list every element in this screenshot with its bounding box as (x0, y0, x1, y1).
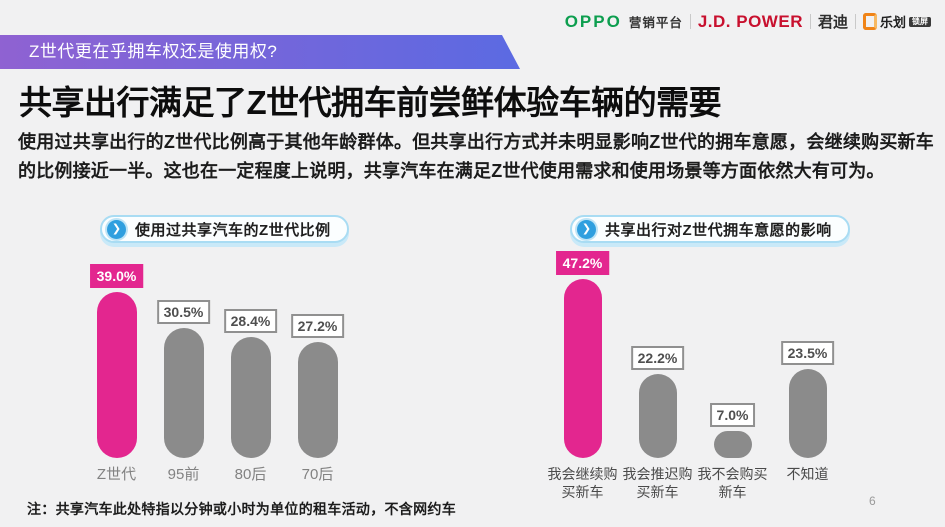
bar-category-label: 95前 (167, 466, 200, 483)
chart-header-shared-usage: ❯ 使用过共享汽车的Z世代比例 (100, 215, 349, 243)
bar-value-label: 23.5% (780, 341, 835, 365)
chart-purchase-intent: 47.2% 我会继续购 买新车 22.2% 我会推迟购 买新车 7.0% 我不会购买 新车… (545, 251, 845, 500)
section-banner: Z世代更在乎拥车权还是使用权? (0, 35, 520, 69)
bar-value-label: 47.2% (555, 251, 610, 275)
jdpower-logo: J.D. POWER (697, 11, 803, 31)
bar-column: 7.0% 我不会购买 新车 (695, 255, 770, 500)
bar (96, 292, 137, 458)
bar-value-label: 39.0% (89, 264, 144, 288)
bar-column: 39.0% Z世代 (83, 255, 150, 483)
bar (297, 342, 338, 458)
bar (713, 431, 752, 458)
oppo-logo: OPPO (564, 11, 622, 31)
bar-column: 23.5% 不知道 (770, 255, 845, 482)
lehua-bracket-icon (862, 13, 877, 30)
bar-value-label: 30.5% (156, 300, 211, 324)
jundi-logo: 君迪 (817, 14, 848, 31)
logo-divider (854, 14, 856, 29)
bar (638, 374, 677, 458)
bar-column: 47.2% 我会继续购 买新车 (545, 251, 620, 500)
bar-column: 28.4% 80后 (217, 255, 284, 483)
bar-column: 27.2% 70后 (284, 255, 351, 483)
bar-category-label: 我会推迟购 买新车 (622, 466, 693, 501)
logo-row: OPPO 营销平台 J.D. POWER 君迪 乐划 锁屏 (565, 11, 931, 32)
bar-value-label: 22.2% (630, 346, 685, 370)
lehua-label: 乐划 (879, 15, 906, 30)
bar-value-label: 7.0% (709, 403, 756, 427)
bar-value-label: 28.4% (223, 309, 278, 333)
chart-shared-usage: 39.0% Z世代 30.5% 95前 28.4% 80后 27.2% 70后 (83, 255, 351, 483)
page-title: 共享出行满足了Z世代拥车前尝鲜体验车辆的需要 (19, 84, 722, 121)
bar-category-label: 80后 (234, 466, 267, 483)
chart-title: 共享出行对Z世代拥车意愿的影响 (605, 221, 832, 239)
lehua-logo: 乐划 锁屏 (862, 12, 931, 31)
bar (788, 369, 827, 458)
bar (230, 337, 271, 458)
bar-category-label: 不知道 (786, 466, 829, 482)
logo-divider (689, 14, 691, 29)
bar (563, 279, 602, 458)
marketing-platform-label: 营销平台 (628, 16, 683, 30)
bar-category-label: Z世代 (96, 466, 137, 483)
chart-header-purchase-intent: ❯ 共享出行对Z世代拥车意愿的影响 (570, 215, 850, 243)
lehua-badge: 锁屏 (909, 16, 931, 27)
bar-column: 22.2% 我会推迟购 买新车 (620, 255, 695, 500)
bar (163, 328, 204, 458)
bar-column: 30.5% 95前 (150, 255, 217, 483)
bar-value-label: 27.2% (290, 314, 345, 338)
bar-category-label: 70后 (301, 466, 334, 483)
chevron-right-icon: ❯ (107, 219, 126, 239)
bar-category-label: 我不会购买 新车 (697, 466, 768, 501)
chevron-right-icon: ❯ (577, 219, 596, 239)
logo-divider (809, 14, 811, 29)
chart-title: 使用过共享汽车的Z世代比例 (135, 221, 331, 239)
intro-paragraph: 使用过共享出行的Z世代比例高于其他年龄群体。但共享出行方式并未明显影响Z世代的拥… (18, 132, 934, 181)
page-number: 6 (869, 494, 876, 508)
footnote: 注：共享汽车此处特指以分钟或小时为单位的租车活动，不含网约车 (27, 501, 456, 517)
bar-category-label: 我会继续购 买新车 (547, 466, 618, 501)
